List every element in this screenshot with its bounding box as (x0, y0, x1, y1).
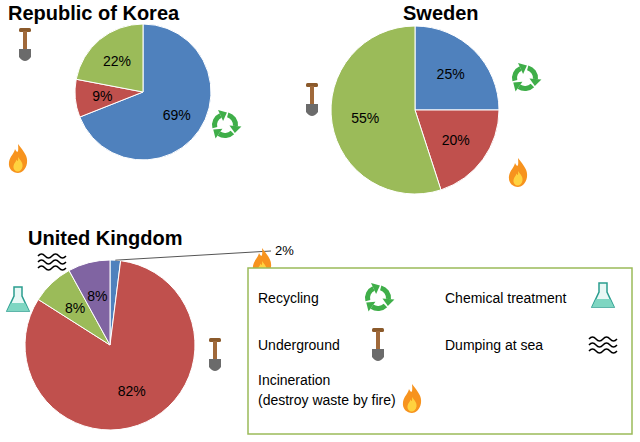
icon-wave (38, 254, 66, 258)
icon (212, 110, 241, 138)
icon (589, 337, 617, 353)
icon-arrow-head (218, 110, 227, 121)
slices (75, 24, 211, 160)
icon-arrow-arc (212, 113, 222, 128)
chart-root: Republic of Korea 69% 9% 22% Sweden 25% 20% 55%… (0, 0, 640, 442)
icon-flame-core (513, 171, 522, 186)
legend-label-line: Incineration (258, 372, 330, 388)
data-label: 82% (118, 383, 146, 399)
icon-flask (7, 287, 29, 311)
icon-arrow-head (371, 283, 380, 294)
icon-shovel-blade (306, 104, 318, 116)
data-label: 55% (351, 110, 379, 126)
legend-label: Underground (258, 337, 340, 353)
icon-shovel-handle (213, 341, 217, 360)
icon-flask-liquid (7, 303, 29, 311)
icon (512, 63, 541, 91)
icon-flame (403, 384, 421, 413)
legend-label: Chemical treatment (445, 290, 566, 306)
icon-arrow-head (366, 302, 375, 312)
data-label: 69% (163, 107, 191, 123)
data-labels: 69% 9% 22% (92, 53, 190, 123)
icon (7, 287, 29, 311)
icon-wave (589, 349, 617, 353)
icon-flame-core (13, 157, 22, 172)
icon (365, 283, 394, 311)
icon-arrow-head (518, 63, 527, 74)
pie-chart: Republic of Korea 69% 9% 22% (8, 2, 241, 173)
icon-wave (38, 266, 66, 270)
icon-arrow-head (213, 129, 222, 139)
icon-flame-core (407, 397, 416, 412)
icon-shovel-blade (372, 349, 384, 361)
pie-slice (25, 261, 195, 430)
pie-slice (415, 26, 499, 110)
data-label: 9% (92, 88, 112, 104)
chart-title: Sweden (403, 2, 479, 24)
icon (209, 338, 221, 371)
legend-label: Incineration (destroy waste by fire) (258, 372, 396, 408)
icon-flask (592, 283, 614, 307)
data-label: 2% (275, 243, 294, 258)
icon (592, 283, 614, 307)
icon-wave (589, 343, 617, 347)
icon (9, 144, 27, 173)
plot-area (75, 24, 211, 160)
icon-arrow-arc (380, 285, 391, 299)
icon (19, 28, 31, 61)
icon-arrow-head (513, 82, 522, 92)
legend-label-line: (destroy waste by fire) (258, 392, 396, 408)
pie-chart: Sweden 25% 20% 55% (306, 2, 541, 194)
data-label: 25% (437, 66, 465, 82)
icon-arrow-arc (512, 66, 522, 81)
pie-slice (331, 26, 441, 194)
icon (403, 384, 421, 413)
pie-slice (76, 24, 143, 92)
icon-flame (509, 158, 527, 187)
icon-shovel-handle (310, 86, 314, 105)
chart-title: United Kingdom (28, 227, 182, 249)
legend-frame (248, 268, 632, 434)
icon-arrow-arc (365, 286, 375, 301)
legend-label: Dumping at sea (445, 337, 543, 353)
icon-shovel-handle (23, 31, 27, 50)
slices (331, 26, 499, 194)
icon-shovel-blade (19, 49, 31, 61)
icon (509, 158, 527, 187)
data-label: 8% (87, 288, 107, 304)
icon-shovel-handle (376, 331, 380, 350)
slices (25, 260, 195, 430)
icon-flame (9, 144, 27, 173)
icon-arrow-arc (227, 112, 238, 126)
data-labels: 25% 20% 55% (351, 66, 470, 147)
data-label: 20% (442, 132, 470, 148)
plot-area (25, 260, 195, 430)
leader-line (115, 251, 271, 260)
icon (306, 83, 318, 116)
data-label: 8% (65, 300, 85, 316)
icon-flask-liquid (592, 299, 614, 307)
icon (372, 328, 384, 361)
legend: Recycling Chemical treatment Underground Du… (248, 268, 632, 434)
icon-wave (589, 337, 617, 341)
plot-area (331, 26, 499, 194)
icon-wave (38, 260, 66, 264)
icon-arrow-arc (527, 65, 538, 79)
icon-shovel-blade (209, 359, 221, 371)
icon (38, 254, 66, 270)
chart-title: Republic of Korea (8, 2, 180, 24)
data-label: 22% (103, 53, 131, 69)
legend-label: Recycling (258, 290, 319, 306)
